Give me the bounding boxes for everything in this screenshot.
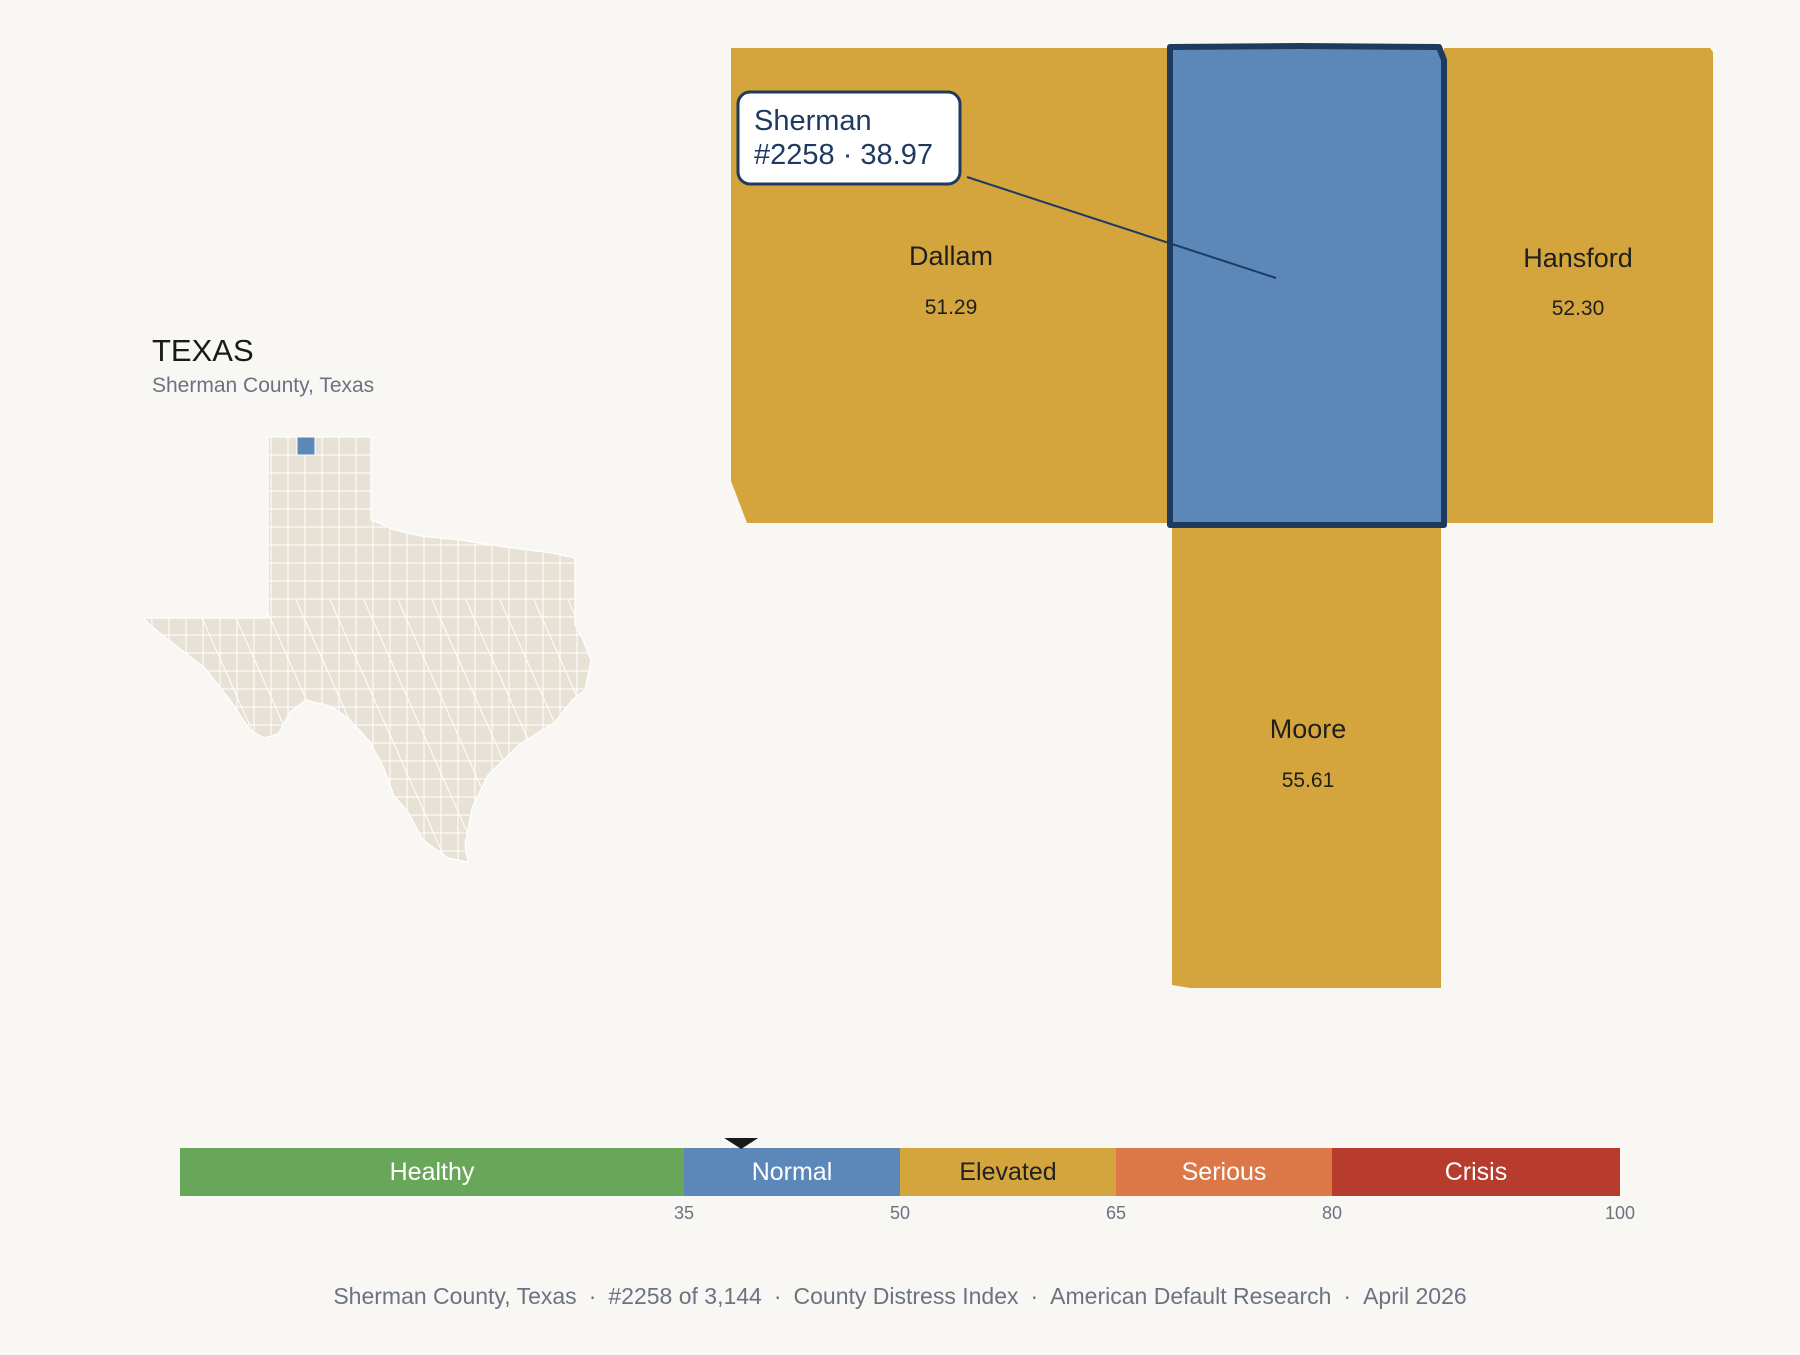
state-inset: TEXAS Sherman County, Texas bbox=[142, 333, 790, 870]
distress-legend: Healthy Normal Elevated Serious Crisis 35 50 65… bbox=[180, 1138, 1635, 1223]
state-title: TEXAS bbox=[152, 333, 254, 368]
county-sherman[interactable] bbox=[1167, 43, 1447, 528]
legend-segment-normal bbox=[684, 1148, 900, 1196]
legend-label-healthy: Healthy bbox=[390, 1158, 475, 1186]
county-boundary bbox=[567, 599, 591, 862]
callout-box bbox=[736, 90, 962, 186]
county-map: Dallam 51.29 Hansford 52.30 Moore 55.61 … bbox=[731, 43, 1713, 988]
footer-date: April 2026 bbox=[1363, 1283, 1467, 1309]
footer-index-name: County Distress Index bbox=[793, 1283, 1019, 1309]
county-hansford[interactable] bbox=[1444, 48, 1713, 523]
footer-separator: · bbox=[1343, 1283, 1352, 1309]
callout-rank-score: #2258 · 38.97 bbox=[754, 139, 933, 171]
county-boundary bbox=[602, 600, 722, 870]
legend-tick-label: 80 bbox=[1322, 1203, 1342, 1223]
county-boundary bbox=[363, 599, 485, 862]
county-value-dallam: 51.29 bbox=[925, 296, 978, 319]
legend-label-elevated: Elevated bbox=[959, 1158, 1056, 1186]
legend-segment-serious bbox=[1116, 1148, 1332, 1196]
footer: Sherman County, Texas · #2258 of 3,144 · Cou… bbox=[0, 1283, 1800, 1310]
legend-label-serious: Serious bbox=[1182, 1158, 1267, 1186]
county-label-hansford: Hansford bbox=[1523, 243, 1633, 273]
county-boundary bbox=[533, 599, 591, 862]
county-value-moore: 55.61 bbox=[1282, 769, 1335, 792]
county-label-moore: Moore bbox=[1270, 714, 1347, 744]
callout-leader-line bbox=[966, 176, 1277, 279]
footer-rank: #2258 of 3,144 bbox=[608, 1283, 762, 1309]
county-moore[interactable] bbox=[1172, 523, 1441, 988]
state-subtitle: Sherman County, Texas bbox=[152, 374, 374, 397]
texas-shape bbox=[142, 436, 790, 870]
callout-name: Sherman bbox=[754, 105, 872, 137]
legend-segment-healthy bbox=[180, 1148, 684, 1196]
legend-label-normal: Normal bbox=[752, 1158, 833, 1186]
footer-county: Sherman County, Texas bbox=[333, 1283, 577, 1309]
county-label-dallam: Dallam bbox=[909, 241, 993, 271]
footer-separator: · bbox=[773, 1283, 782, 1309]
legend-segment-elevated bbox=[900, 1148, 1116, 1196]
footer-publisher: American Default Research bbox=[1050, 1283, 1332, 1309]
legend-tick-label: 65 bbox=[1106, 1203, 1126, 1223]
county-boundary bbox=[670, 600, 790, 870]
legend-tick-label: 50 bbox=[890, 1203, 910, 1223]
county-boundary bbox=[636, 600, 756, 870]
legend-tick-label: 100 bbox=[1605, 1203, 1635, 1223]
legend-tick-label: 35 bbox=[674, 1203, 694, 1223]
inset-selected-county bbox=[296, 436, 316, 456]
legend-marker-triangle bbox=[724, 1138, 759, 1149]
legend-label-crisis: Crisis bbox=[1445, 1158, 1508, 1186]
texas-outline bbox=[142, 436, 592, 863]
county-boundary bbox=[329, 599, 451, 862]
footer-separator: · bbox=[588, 1283, 597, 1309]
legend-segment-crisis bbox=[1332, 1148, 1620, 1196]
county-value-hansford: 52.30 bbox=[1552, 297, 1605, 320]
footer-separator: · bbox=[1030, 1283, 1039, 1309]
